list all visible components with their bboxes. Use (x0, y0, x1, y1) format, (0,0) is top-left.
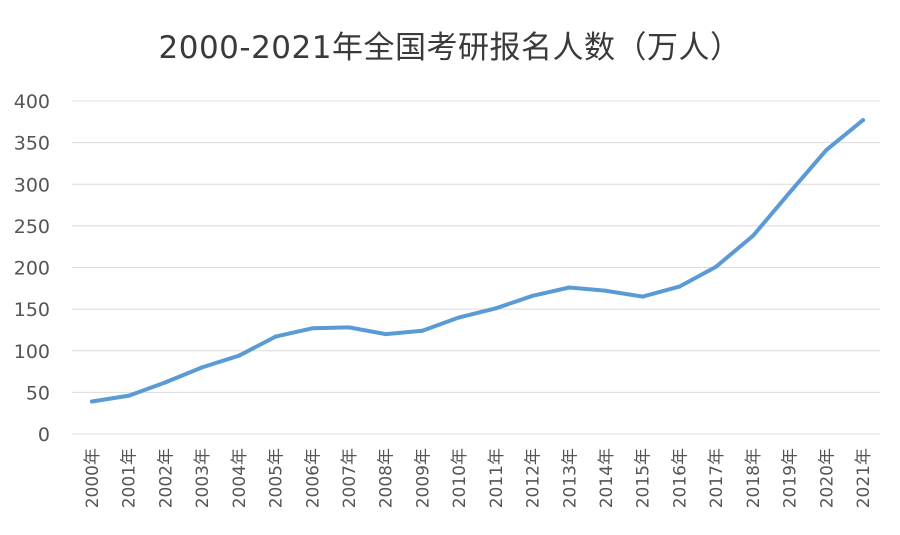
x-tick-label: 2015年 (634, 448, 654, 508)
data-point (420, 328, 425, 333)
gridlines (72, 100, 880, 435)
y-tick-label: 300 (14, 174, 50, 196)
y-tick-label: 100 (14, 341, 50, 363)
series-layer (90, 118, 865, 404)
x-tick-label: 2004年 (230, 448, 250, 508)
x-tick-label: 2002年 (156, 448, 176, 508)
data-point (200, 365, 205, 370)
x-tick-label: 2014年 (597, 448, 617, 508)
data-point (347, 325, 351, 330)
chart-title: 2000-2021年全国考研报名人数（万人） (158, 30, 742, 66)
x-tick-label: 2011年 (487, 448, 507, 508)
data-point (714, 264, 719, 269)
x-axis-ticks: 2000年 2001年 2002年 2003年 2004年 2005年 2006年 2007年… (83, 448, 874, 508)
y-tick-label: 250 (14, 216, 50, 238)
data-point (163, 380, 168, 385)
series-line (90, 118, 865, 404)
data-point (126, 393, 131, 398)
y-tick-label: 400 (14, 91, 50, 113)
x-tick-label: 2008年 (377, 448, 397, 508)
data-point (273, 334, 278, 339)
data-point (604, 288, 608, 293)
y-tick-label: 150 (14, 299, 50, 321)
x-tick-label: 2012年 (524, 448, 544, 508)
data-point (567, 285, 572, 290)
x-tick-label: 2006年 (303, 448, 323, 508)
y-tick-label: 0 (38, 424, 50, 446)
data-point (90, 399, 94, 404)
x-tick-label: 2013年 (560, 448, 580, 508)
x-tick-label: 2010年 (450, 448, 470, 508)
x-tick-label: 2021年 (854, 448, 874, 508)
data-point (383, 332, 388, 337)
x-tick-label: 2020年 (817, 448, 837, 508)
x-tick-label: 2019年 (781, 448, 801, 508)
x-tick-label: 2016年 (670, 448, 690, 508)
x-tick-label: 2017年 (707, 448, 727, 508)
x-tick-label: 2003年 (193, 448, 213, 508)
data-point (861, 118, 865, 123)
x-tick-label: 2000年 (83, 448, 103, 508)
y-tick-label: 200 (14, 258, 50, 280)
y-tick-label: 50 (26, 382, 50, 404)
x-tick-label: 2007年 (340, 448, 360, 508)
data-point (493, 306, 498, 311)
data-point (457, 315, 462, 320)
data-point (640, 294, 645, 299)
data-point (787, 190, 792, 195)
x-tick-label: 2005年 (267, 448, 287, 508)
data-point (530, 293, 535, 298)
y-tick-label: 350 (14, 133, 50, 155)
data-point (824, 148, 829, 153)
data-point (236, 353, 241, 358)
x-tick-label: 2001年 (120, 448, 140, 508)
x-tick-label: 2009年 (413, 448, 433, 508)
data-point (310, 326, 315, 331)
x-tick-label: 2018年 (744, 448, 764, 508)
data-point (750, 233, 755, 238)
data-point (677, 284, 682, 289)
y-axis-ticks: 0 50 100 150 200 250 300 350 400 (14, 91, 50, 446)
